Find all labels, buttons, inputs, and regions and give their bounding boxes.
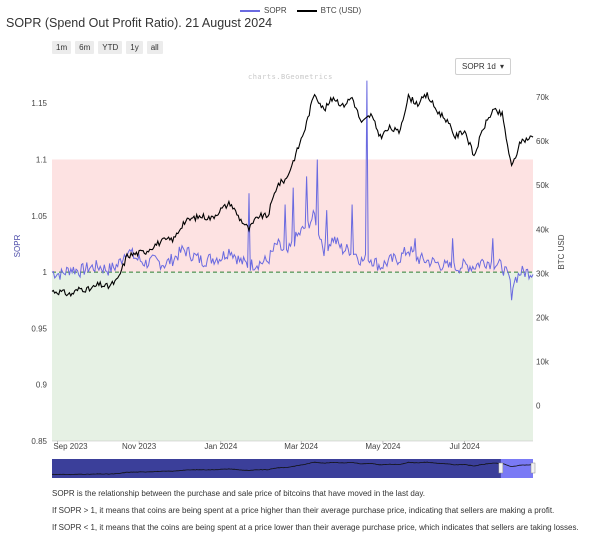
y-tick-left-6: 1.15 (31, 99, 47, 108)
legend-swatch-sopr (240, 9, 260, 12)
series-line-sopr (51, 80, 534, 301)
navigator (51, 459, 536, 478)
description-line-3: If SOPR < 1, it means that the coins are… (52, 523, 579, 532)
sopr-chart: 0.85 0.9 0.95 1 1.05 1.1 1.15 0 10k 20k 30k 40k 50k… (13, 80, 566, 478)
y-tick-left-1: 0.9 (36, 381, 48, 390)
range-button-all[interactable]: all (146, 41, 163, 54)
range-button-ytd[interactable]: YTD (98, 41, 123, 54)
y-axis-label-right: BTC USD (557, 234, 566, 269)
range-selector: 1m 6m YTD 1y all (52, 41, 163, 54)
band-loss (52, 272, 533, 441)
navigator-handle-left[interactable] (498, 462, 504, 474)
y-tick-right-3: 30k (536, 269, 550, 278)
y-tick-left-2: 0.95 (31, 324, 47, 333)
watermark: charts.BGeometrics (248, 73, 333, 81)
description-area: SOPR is the relationship between the pur… (0, 480, 593, 534)
y-tick-left-0: 0.85 (31, 437, 47, 446)
y-tick-right-2: 20k (536, 314, 550, 323)
chevron-down-icon: ▾ (499, 62, 504, 71)
metric-select-value: SOPR 1d (462, 62, 496, 71)
navigator-line (51, 461, 533, 476)
navigator-selection (500, 459, 533, 478)
range-button-6m[interactable]: 6m (75, 41, 95, 54)
x-tick-label-2: Jan 2024 (204, 442, 237, 451)
legend-item-btc[interactable]: BTC (USD) (296, 6, 362, 15)
series-lines (51, 80, 534, 301)
legend: SOPR BTC (USD) (240, 6, 361, 15)
legend-label-btc: BTC (USD) (320, 6, 362, 15)
range-button-1y[interactable]: 1y (126, 41, 143, 54)
x-tick-label-4: May 2024 (365, 442, 401, 451)
y-tick-right-6: 60k (536, 137, 550, 146)
x-tick-label-5: Jul 2024 (450, 442, 481, 451)
metric-select[interactable]: SOPR 1d ▾ (455, 58, 511, 75)
x-tick-label-3: Mar 2024 (284, 442, 318, 451)
range-button-1m[interactable]: 1m (52, 41, 72, 54)
y-axis-right: 0 10k 20k 30k 40k 50k 60k 70k (536, 93, 550, 411)
navigator-background (52, 459, 533, 478)
y-tick-left-5: 1.1 (36, 155, 48, 164)
series-line-btc (51, 92, 534, 298)
y-tick-right-0: 0 (536, 402, 541, 411)
description-line-1: SOPR is the relationship between the pur… (52, 489, 425, 498)
navigator-handle-right[interactable] (530, 462, 536, 474)
y-tick-right-7: 70k (536, 93, 550, 102)
chart-title: SOPR (Spend Out Profit Ratio). 21 August… (6, 16, 273, 30)
x-tick-label-1: Nov 2023 (122, 442, 157, 451)
legend-item-sopr[interactable]: SOPR (240, 6, 287, 15)
legend-label-sopr: SOPR (264, 6, 287, 15)
y-tick-right-4: 40k (536, 225, 550, 234)
legend-swatch-btc (296, 9, 317, 12)
y-tick-left-3: 1 (43, 268, 48, 277)
y-axis-label-left: SOPR (13, 234, 22, 257)
x-tick-label-0: Sep 2023 (53, 442, 88, 451)
y-axis-left: 0.85 0.9 0.95 1 1.05 1.1 1.15 (31, 99, 47, 446)
y-tick-right-5: 50k (536, 181, 550, 190)
x-axis: Sep 2023 Nov 2023 Jan 2024 Mar 2024 May 2024… (52, 440, 533, 451)
y-tick-right-1: 10k (536, 358, 550, 367)
y-tick-left-4: 1.05 (31, 212, 47, 221)
description-line-2: If SOPR > 1, it means that coins are bei… (52, 506, 555, 515)
